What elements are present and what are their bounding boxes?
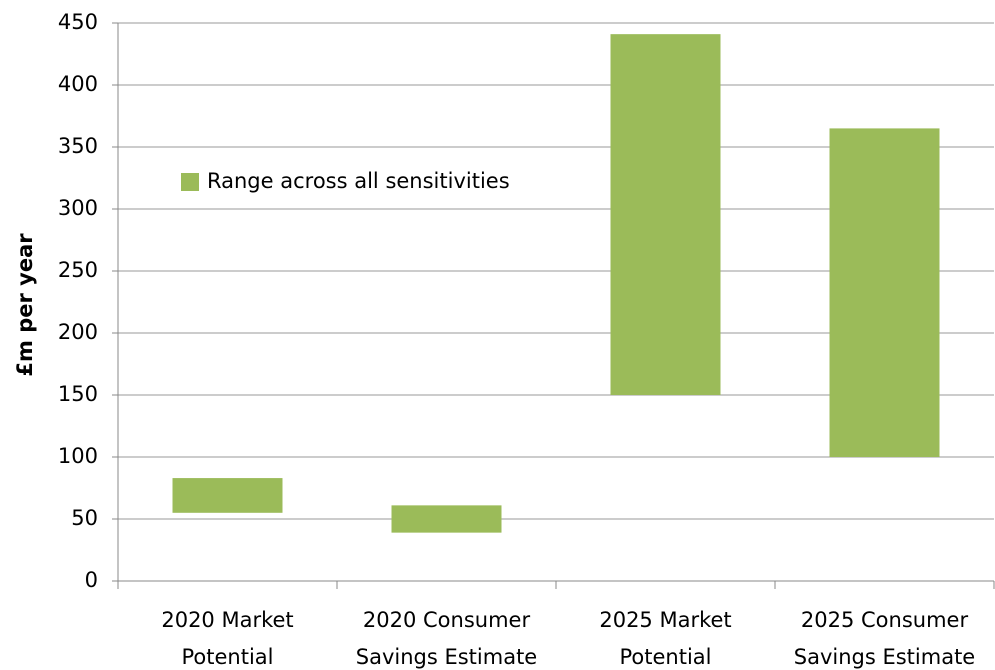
y-tick-label: 150 [58,382,98,406]
x-tick-label: 2025 Market Potential [599,608,732,669]
x-tick-label: 2020 Market Potential [161,608,294,669]
range-bar [610,34,721,395]
y-tick-label: 400 [58,72,98,96]
y-tick-label: 250 [58,258,98,282]
y-tick-label: 350 [58,134,98,158]
x-tick-label: 2020 Consumer Savings Estimate [355,608,538,669]
y-tick-label: 200 [58,320,98,344]
y-tick-label: 50 [71,506,98,530]
range-bar [829,128,940,457]
x-tick-label: 2025 Consumer Savings Estimate [793,608,976,669]
y-tick-label: 300 [58,196,98,220]
y-tick-label: 450 [58,10,98,34]
y-tick-label: 0 [85,568,98,592]
range-bar [391,505,502,533]
legend-swatch [181,173,199,191]
y-axis-label: £m per year [13,233,37,377]
legend-label: Range across all sensitivities [207,169,510,193]
y-tick-label: 100 [58,444,98,468]
range-bar [172,478,283,513]
